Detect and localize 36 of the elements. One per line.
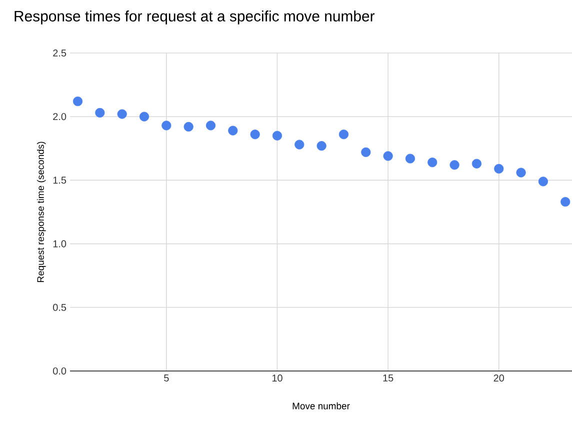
- point: [450, 160, 460, 170]
- point: [361, 147, 371, 158]
- point: [383, 151, 393, 161]
- point: [162, 120, 172, 130]
- y-tick-label: 1.0: [53, 240, 66, 248]
- point: [294, 140, 304, 150]
- point: [206, 120, 216, 130]
- point: [560, 197, 570, 207]
- point: [472, 158, 482, 168]
- x-tick-label: 20: [494, 374, 504, 382]
- point: [516, 168, 526, 178]
- point: [228, 126, 238, 136]
- y-tick-label: 1.5: [53, 176, 66, 184]
- x-tick-label: 10: [272, 374, 282, 382]
- point: [184, 122, 194, 132]
- point: [72, 96, 83, 106]
- y-tick-label: 0.0: [53, 367, 66, 375]
- point: [428, 158, 438, 168]
- point: [95, 108, 105, 118]
- point: [117, 109, 127, 119]
- point: [338, 130, 349, 140]
- y-tick-label: 0.5: [53, 304, 66, 311]
- x-tick-label: 15: [383, 374, 394, 382]
- point: [250, 130, 260, 140]
- point: [316, 141, 326, 151]
- point: [405, 154, 416, 164]
- point: [272, 130, 282, 140]
- x-tick-label: 5: [164, 374, 169, 382]
- chart-title: Response times for request at a specific move number: [14, 10, 375, 24]
- point: [494, 164, 504, 174]
- y-axis-title: Request response time (seconds): [36, 142, 46, 282]
- x-axis-title: Move number: [292, 402, 350, 410]
- y-tick-label: 2.5: [53, 49, 66, 57]
- y-tick-label: 2.0: [53, 113, 66, 120]
- point: [139, 112, 150, 122]
- point: [538, 176, 548, 186]
